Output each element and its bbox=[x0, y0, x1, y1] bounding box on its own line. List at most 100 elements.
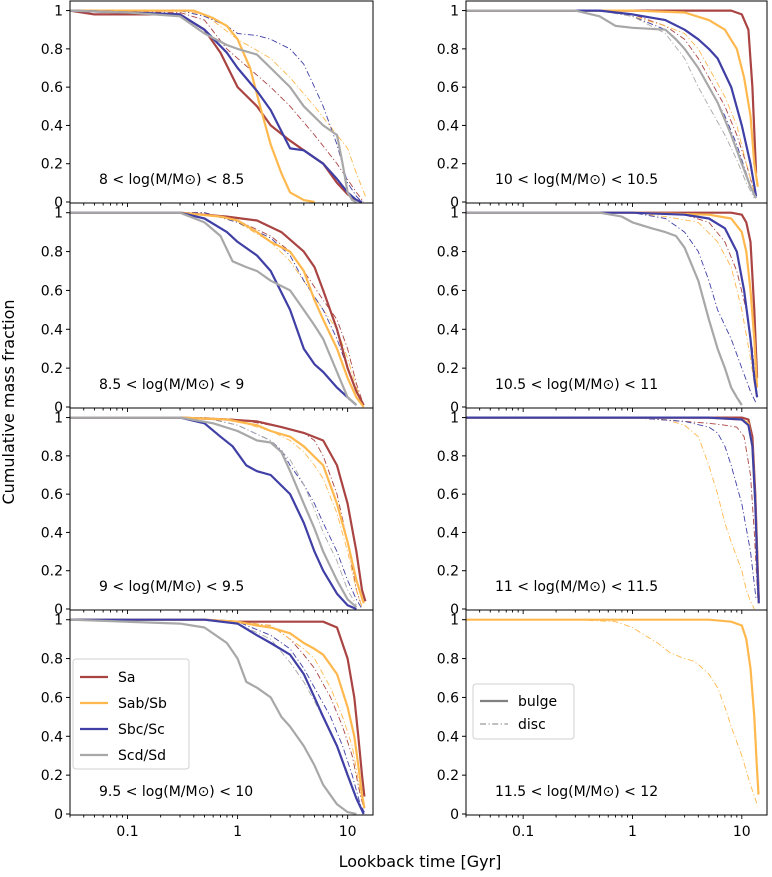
panel-2: 0 0.2 0.4 0.6 0.8 1 10 < log(M/M⊙) < 10.5 bbox=[437, 0, 768, 211]
series-line-sab-sb-disc bbox=[466, 212, 757, 396]
panel-5: 0 0.2 0.4 0.6 0.8 1 9 < log(M/M⊙) < 9.5 bbox=[41, 407, 374, 618]
y-tick-label: 0 bbox=[450, 195, 459, 211]
y-tick-label: 0 bbox=[54, 602, 63, 618]
y-tick-label: 0.4 bbox=[437, 729, 459, 745]
legend-label-bulge: bulge bbox=[518, 694, 557, 710]
series-line-scd-sd-disc bbox=[466, 10, 755, 199]
series-group bbox=[466, 618, 760, 807]
series-line-sab-sb-bulge bbox=[466, 618, 760, 795]
series-line-sbc-sc-bulge bbox=[70, 211, 358, 406]
legend-components: bulge disc bbox=[472, 683, 575, 740]
legend-label-scd-sd: Scd/Sd bbox=[118, 748, 166, 764]
y-tick-label: 0 bbox=[54, 400, 63, 416]
series-line-scd-sd-bulge bbox=[70, 9, 357, 203]
x-tick-label: 0.1 bbox=[512, 824, 534, 840]
series-line-sa-bulge bbox=[70, 416, 367, 602]
series-line-sbc-sc-bulge bbox=[466, 9, 758, 197]
series-line-sbc-sc-bulge bbox=[70, 9, 363, 203]
y-tick-label: 0.8 bbox=[41, 652, 63, 668]
series-line-sbc-sc-bulge bbox=[70, 416, 357, 610]
mass-bin-label: 8 < log(M/M⊙) < 8.5 bbox=[99, 172, 244, 188]
series-line-sbc-sc-disc bbox=[466, 417, 757, 600]
series-line-sab-sb-disc bbox=[70, 10, 366, 197]
y-tick-label: 0.6 bbox=[41, 283, 63, 299]
series-line-sab-sb-bulge bbox=[70, 211, 365, 408]
series-line-scd-sd-bulge bbox=[466, 9, 758, 199]
series-line-sa-bulge bbox=[466, 416, 760, 600]
series-line-scd-sd-bulge bbox=[466, 211, 743, 406]
mass-bin-label: 10.5 < log(M/M⊙) < 11 bbox=[495, 377, 658, 393]
y-tick-label: 0.4 bbox=[437, 118, 459, 134]
y-tick-label: 0 bbox=[450, 400, 459, 416]
series-line-sbc-sc-disc bbox=[466, 10, 755, 197]
legend-label-disc: disc bbox=[518, 717, 546, 733]
legend-types: Sa Sab/Sb Sbc/Sc Scd/Sd bbox=[72, 658, 190, 770]
panel-1: 0 0.2 0.4 0.6 0.8 1 8 < log(M/M⊙) < 8.5 bbox=[41, 0, 374, 211]
series-line-scd-sd-bulge bbox=[70, 211, 358, 406]
y-axis-title: Cumulative mass fraction bbox=[0, 299, 18, 504]
panel-6: 0 0.2 0.4 0.6 0.8 1 11 < log(M/M⊙) < 11.5 bbox=[437, 407, 768, 618]
y-tick-label: 0.2 bbox=[437, 361, 459, 377]
series-group bbox=[70, 211, 365, 408]
y-tick-label: 0.8 bbox=[437, 42, 459, 58]
x-tick-label: 10 bbox=[339, 824, 357, 840]
mass-bin-label: 10 < log(M/M⊙) < 10.5 bbox=[495, 172, 658, 188]
series-line-scd-sd-bulge bbox=[70, 618, 357, 815]
y-tick-label: 0.6 bbox=[41, 690, 63, 706]
y-tick-label: 0.2 bbox=[41, 564, 63, 580]
y-tick-label: 1 bbox=[54, 613, 63, 629]
legend-frame bbox=[472, 683, 575, 740]
mass-bin-label: 11 < log(M/M⊙) < 11.5 bbox=[495, 579, 658, 595]
series-line-sbc-sc-disc bbox=[466, 212, 757, 404]
y-tick-label: 0.8 bbox=[437, 245, 459, 261]
series-line-sbc-sc-bulge bbox=[466, 211, 759, 398]
y-tick-label: 0.8 bbox=[437, 652, 459, 668]
series-line-sab-sb-bulge bbox=[466, 211, 759, 388]
series-line-sab-sb-disc bbox=[466, 10, 755, 193]
y-tick-label: 0.8 bbox=[41, 449, 63, 465]
panel-frame bbox=[465, 609, 768, 816]
y-tick-label: 0.6 bbox=[437, 690, 459, 706]
y-tick-label: 1 bbox=[450, 613, 459, 629]
x-tick-label: 0.1 bbox=[116, 824, 138, 840]
y-tick-label: 0.4 bbox=[41, 525, 63, 541]
panel-3: 0 0.2 0.4 0.6 0.8 1 8.5 < log(M/M⊙) < 9 bbox=[41, 202, 374, 416]
series-group bbox=[466, 9, 759, 199]
x-tick-label: 1 bbox=[628, 824, 637, 840]
series-line-sa-disc bbox=[466, 212, 757, 388]
y-tick-label: 0 bbox=[450, 602, 459, 618]
y-tick-label: 1 bbox=[450, 206, 459, 222]
series-group bbox=[466, 416, 760, 610]
y-tick-label: 0.2 bbox=[437, 157, 459, 173]
mass-bin-label: 8.5 < log(M/M⊙) < 9 bbox=[99, 377, 244, 393]
y-tick-label: 0.2 bbox=[41, 768, 63, 784]
y-tick-label: 0.2 bbox=[41, 361, 63, 377]
y-tick-label: 1 bbox=[54, 411, 63, 427]
mass-bin-label: 9.5 < log(M/M⊙) < 10 bbox=[99, 784, 253, 800]
y-tick-label: 0.8 bbox=[437, 449, 459, 465]
series-line-sab-sb-bulge bbox=[70, 618, 366, 809]
y-tick-label: 1 bbox=[450, 4, 459, 20]
y-tick-label: 0.6 bbox=[437, 80, 459, 96]
x-tick-label: 1 bbox=[233, 824, 242, 840]
series-line-sab-sb-bulge bbox=[466, 9, 759, 187]
y-tick-label: 0.2 bbox=[437, 768, 459, 784]
y-tick-label: 0.4 bbox=[41, 322, 63, 338]
y-tick-label: 0.4 bbox=[41, 729, 63, 745]
mass-bin-label: 11.5 < log(M/M⊙) < 12 bbox=[495, 784, 658, 800]
y-tick-label: 0.4 bbox=[41, 118, 63, 134]
series-group bbox=[70, 618, 366, 815]
series-line-scd-sd-bulge bbox=[70, 416, 358, 608]
series-line-sab-sb-disc bbox=[466, 619, 759, 807]
series-line-scd-sd-disc bbox=[70, 417, 357, 606]
legend-frame bbox=[72, 658, 190, 770]
y-tick-label: 0 bbox=[54, 195, 63, 211]
y-tick-label: 0.6 bbox=[41, 487, 63, 503]
series-line-sbc-sc-disc bbox=[70, 10, 363, 203]
series-line-sab-sb-bulge bbox=[70, 416, 365, 604]
y-tick-label: 0.6 bbox=[437, 487, 459, 503]
y-tick-label: 0.6 bbox=[437, 283, 459, 299]
y-tick-label: 1 bbox=[54, 206, 63, 222]
y-tick-label: 0.8 bbox=[41, 245, 63, 261]
